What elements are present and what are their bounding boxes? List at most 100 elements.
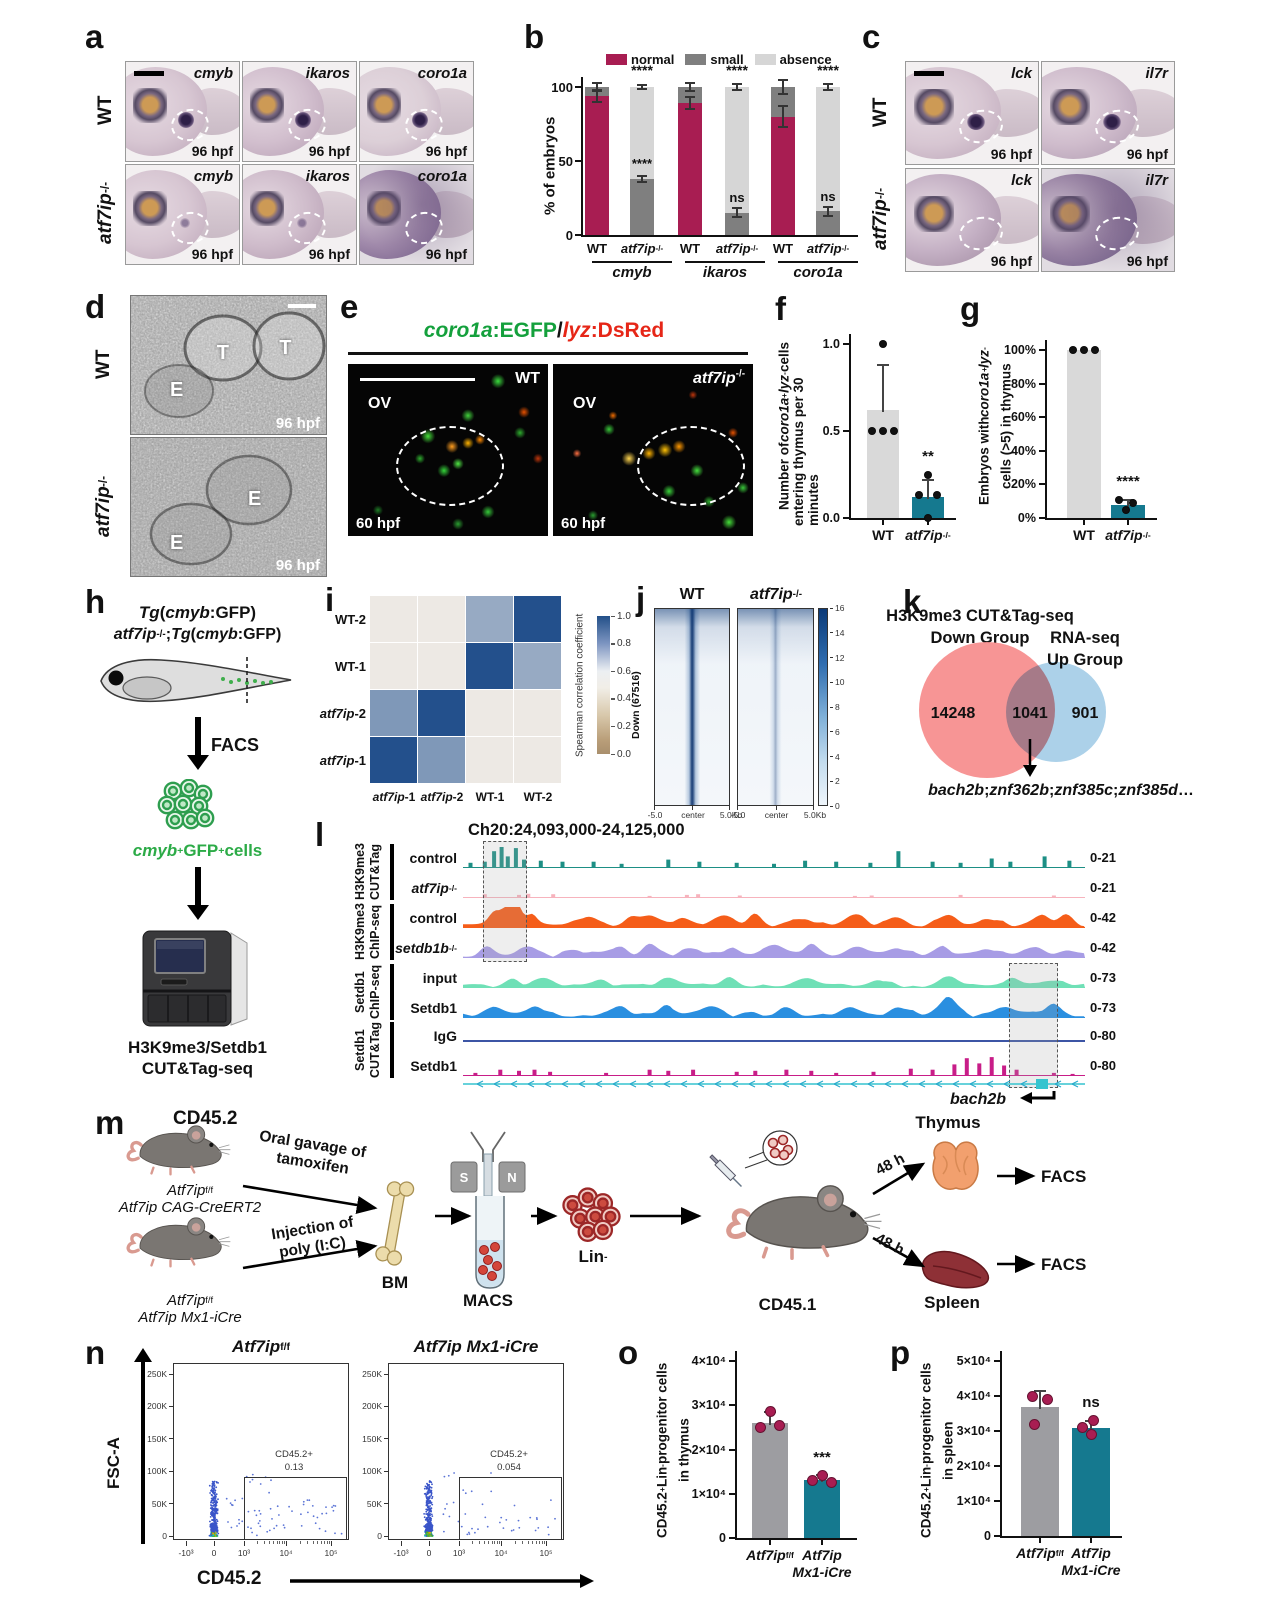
x-tick — [927, 520, 929, 525]
y-tick-label: 5×10⁴ — [956, 1354, 991, 1368]
colorbar-tick — [830, 657, 833, 658]
data-point — [754, 1421, 766, 1433]
down-arrow-icon — [187, 867, 209, 920]
heatmap-col-label: atf7ip -1 — [372, 790, 416, 804]
gene-label: coro1a — [417, 168, 467, 185]
data-point — [879, 427, 887, 435]
y-axis-label: CD45.2 + Lin - progenitor cells — [918, 1363, 934, 1538]
assay-line2: CUT&Tag-seq — [141, 1059, 254, 1078]
colorbar-tick-label: 0.4 — [617, 693, 631, 705]
heatmap-row-label: atf7ip -1 — [319, 753, 366, 768]
timepoint-label: 96 hpf — [308, 246, 350, 262]
y-tick-label: 0 — [162, 1531, 167, 1541]
macs-label: MACS — [462, 1291, 514, 1310]
error-cap — [922, 478, 934, 481]
colorbar — [597, 616, 610, 754]
y-tick-label: 1.0 — [822, 337, 840, 351]
x-tick-label: 5.0Kb — [719, 810, 743, 820]
x-tick — [775, 806, 777, 810]
error-bar — [782, 79, 784, 95]
x-minor-tick — [539, 1541, 541, 1544]
signal-heatmap — [737, 608, 814, 806]
cell-type-letter: T — [279, 337, 292, 360]
gene-label: lck — [1011, 65, 1032, 82]
x-tick — [1083, 520, 1085, 525]
scale-bar — [288, 304, 316, 308]
error-cap — [732, 83, 742, 86]
data-point — [924, 470, 932, 479]
colorbar-tick-label: 0.6 — [617, 665, 631, 677]
y-tick-label: 0.5 — [822, 424, 840, 438]
gene-label: ikaros — [305, 65, 350, 82]
timepoint-label: 96 hpf — [308, 143, 350, 159]
em-texture — [131, 296, 326, 434]
y-tick — [994, 1500, 1000, 1502]
x-tick-label: center — [764, 810, 789, 820]
x-minor-tick — [541, 1541, 543, 1544]
error-cap — [637, 180, 647, 183]
fsc-axis-arrow — [134, 1348, 152, 1544]
data-point — [1085, 1429, 1097, 1440]
error-cap — [685, 90, 695, 93]
row-genotype-label: atf7ip -/- — [93, 475, 114, 537]
panel-c-label: c — [862, 18, 881, 55]
x-axis — [1000, 1536, 1122, 1538]
gate-label: CD45.2+ — [275, 1449, 313, 1460]
error-bar — [927, 479, 929, 500]
x-tick — [458, 1541, 460, 1546]
y-tick-label: 200K — [147, 1401, 167, 1412]
track-group-separator — [390, 1022, 394, 1078]
colorbar-tick — [830, 756, 833, 757]
heatmap-cell — [514, 596, 561, 642]
y-tick — [843, 430, 849, 432]
x-minor-tick — [321, 1541, 323, 1544]
x-category-label: Atf7ip — [802, 1547, 842, 1563]
colorbar-tick — [830, 805, 833, 807]
data-point — [1091, 346, 1099, 354]
bar — [752, 1422, 788, 1538]
track-signal — [463, 1057, 1085, 1076]
x-minor-tick — [532, 1541, 534, 1544]
panel-p-label: p — [890, 1334, 911, 1371]
track-label: input — [422, 969, 457, 986]
legend-item: small — [685, 52, 744, 67]
title-underline — [348, 352, 748, 355]
embryo-eye-icon — [913, 88, 954, 126]
wish-image-coro1a-1: coro1a 96 hpf — [359, 164, 474, 265]
data-point — [816, 1469, 828, 1481]
colorbar-tick — [830, 780, 833, 782]
timepoint-label: 96 hpf — [191, 246, 233, 262]
row-genotype-label: WT — [95, 95, 116, 125]
bar — [1072, 1427, 1110, 1536]
mouse1-genotype-line1: Atf7ip f/f — [166, 1181, 214, 1199]
wish-image-ikaros-0: ikaros 96 hpf — [242, 61, 357, 162]
colorbar-tick-label: 2 — [835, 776, 840, 787]
y-tick — [994, 1535, 1000, 1537]
x-tick — [769, 1540, 771, 1545]
legend-swatch — [685, 54, 707, 65]
y-tick-label: 100 — [551, 79, 573, 95]
group-underline — [592, 261, 672, 263]
y-tick-label: 4×10⁴ — [691, 1354, 726, 1368]
facs-top-label: FACS — [1041, 1167, 1087, 1186]
timepoint-label: 96 hpf — [191, 143, 233, 159]
group-label-line: Setdb1 — [352, 971, 367, 1013]
group-label-line: H3K9me3 — [352, 903, 367, 961]
embryo-eye-icon — [249, 190, 284, 227]
zebrafish-larva-icon — [100, 657, 292, 705]
x-minor-tick — [543, 1541, 545, 1544]
signal-heatmap — [654, 608, 730, 806]
panel-f-label: f — [775, 290, 786, 327]
title-part: :DsRed — [590, 319, 665, 342]
colorbar-tick-label: 0.8 — [617, 638, 631, 650]
cd452-label: CD45.2 — [173, 1108, 238, 1129]
data-point — [879, 340, 887, 348]
error-cap — [877, 363, 889, 366]
x-axis — [849, 518, 956, 520]
thymus-stain — [297, 218, 308, 229]
track-label: control — [409, 909, 457, 926]
heatmap-col-label: WT-2 — [523, 790, 553, 804]
significance-label: ** — [922, 448, 934, 465]
svg-text:N: N — [507, 1170, 516, 1185]
x-tick-label: 0 — [211, 1548, 217, 1558]
